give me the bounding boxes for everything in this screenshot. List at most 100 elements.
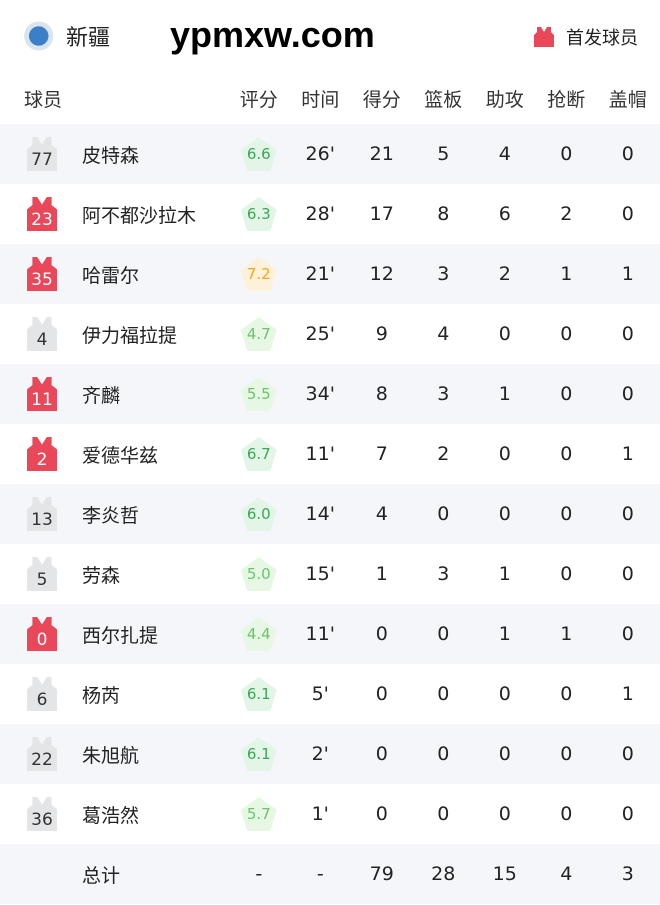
stat-reb: 3 [437,263,450,285]
jersey-number-icon: 77 [27,137,57,171]
stat-time: 15' [305,563,335,585]
stat-pts: 21 [369,143,394,165]
jersey-number-icon: 36 [27,797,57,831]
total-time: - [316,863,324,885]
stat-stl: 0 [560,443,573,465]
rating-badge: 5.0 [240,557,277,591]
total-row: 总计 - - 79 28 15 4 3 [0,844,660,904]
stat-pts: 0 [375,803,388,825]
player-row[interactable]: 4 伊力福拉提 4.7 25' 9 4 0 0 0 [0,304,660,364]
stat-pts: 1 [375,563,388,585]
rating-badge: 4.4 [240,617,277,651]
rating-badge: 4.7 [240,317,277,351]
player-row[interactable]: 5 劳森 5.0 15' 1 3 1 0 0 [0,544,660,604]
player-name[interactable]: 哈雷尔 [82,264,140,287]
player-name[interactable]: 爱德华兹 [82,444,159,467]
stat-pts: 8 [375,383,388,405]
stat-time: 11' [305,623,335,645]
player-name[interactable]: 齐麟 [82,384,121,407]
player-name[interactable]: 杨芮 [82,684,121,707]
player-row[interactable]: 0 西尔扎提 4.4 11' 0 0 1 1 0 [0,604,660,664]
player-name[interactable]: 皮特森 [82,144,140,167]
stat-stl: 0 [560,323,573,345]
stat-stl: 0 [560,683,573,705]
stat-time: 2' [311,743,329,765]
col-blocks: 盖帽 [608,88,647,111]
stat-reb: 4 [437,323,450,345]
stat-pts: 4 [375,503,388,525]
stat-pts: 0 [375,623,388,645]
total-rating: - [255,863,263,885]
player-table: 77 皮特森 6.6 26' 21 5 4 0 0 23 阿不都沙拉木 6.3 28' 17 8 6 2 0 35 哈… [0,124,660,844]
player-row[interactable]: 23 阿不都沙拉木 6.3 28' 17 8 6 2 0 [0,184,660,244]
jersey-number-icon: 22 [27,737,57,771]
stat-reb: 3 [437,563,450,585]
jersey-number-icon: 0 [27,617,57,651]
rating-badge: 7.2 [240,257,277,291]
stat-blk: 0 [621,203,634,225]
stat-stl: 0 [560,563,573,585]
stat-reb: 0 [437,743,450,765]
player-name[interactable]: 阿不都沙拉木 [82,204,197,227]
rating-badge: 5.7 [240,797,277,831]
stat-blk: 1 [621,443,634,465]
stat-blk: 0 [621,323,634,345]
rating-badge: 6.7 [240,437,277,471]
player-name[interactable]: 李炎哲 [82,504,140,527]
stat-time: 25' [305,323,335,345]
stat-ast: 0 [498,683,511,705]
stat-pts: 0 [375,683,388,705]
player-row[interactable]: 2 爱德华兹 6.7 11' 7 2 0 0 1 [0,424,660,484]
stat-pts: 12 [369,263,394,285]
stat-blk: 0 [621,743,634,765]
player-name[interactable]: 劳森 [82,564,121,587]
player-row[interactable]: 6 杨芮 6.1 5' 0 0 0 0 1 [0,664,660,724]
stat-blk: 0 [621,383,634,405]
player-row[interactable]: 36 葛浩然 5.7 1' 0 0 0 0 0 [0,784,660,844]
team-header: 新疆 首发球员 [0,0,660,72]
stat-blk: 0 [621,563,634,585]
stat-reb: 0 [437,623,450,645]
stat-blk: 0 [621,503,634,525]
watermark: ypmxw.com [170,14,375,55]
stat-blk: 0 [621,803,634,825]
player-name[interactable]: 西尔扎提 [82,624,159,647]
stat-ast: 4 [498,143,511,165]
stat-ast: 0 [498,503,511,525]
player-name[interactable]: 葛浩然 [82,804,140,827]
table-header: 球员 评分 时间 得分 篮板 助攻 抢断 盖帽 [0,72,660,124]
stat-ast: 2 [498,263,511,285]
player-row[interactable]: 11 齐麟 5.5 34' 8 3 1 0 0 [0,364,660,424]
col-time: 时间 [301,88,340,111]
player-row[interactable]: 77 皮特森 6.6 26' 21 5 4 0 0 [0,124,660,184]
col-player: 球员 [24,88,63,111]
stat-blk: 0 [621,143,634,165]
jersey-number-icon: 6 [27,677,57,711]
total-blocks: 3 [621,863,634,885]
stat-ast: 0 [498,323,511,345]
jersey-icon [534,27,554,47]
player-name[interactable]: 伊力福拉提 [82,324,178,347]
stat-stl: 0 [560,143,573,165]
player-name[interactable]: 朱旭航 [82,744,140,767]
player-row[interactable]: 13 李炎哲 6.0 14' 4 0 0 0 0 [0,484,660,544]
player-row[interactable]: 22 朱旭航 6.1 2' 0 0 0 0 0 [0,724,660,784]
stat-stl: 0 [560,803,573,825]
legend-label: 首发球员 [566,28,638,49]
xinjiang-team-logo [20,21,54,51]
stat-blk: 1 [621,683,634,705]
stat-time: 28' [305,203,335,225]
stat-ast: 1 [498,563,511,585]
stat-pts: 0 [375,743,388,765]
rating-badge: 6.0 [240,497,277,531]
total-steals: 4 [560,863,573,885]
jersey-number-icon: 23 [27,197,57,231]
stat-time: 11' [305,443,335,465]
stat-reb: 0 [437,803,450,825]
col-assists: 助攻 [485,88,524,111]
stat-ast: 1 [498,383,511,405]
stat-time: 34' [305,383,335,405]
stat-reb: 3 [437,383,450,405]
player-row[interactable]: 35 哈雷尔 7.2 21' 12 3 2 1 1 [0,244,660,304]
jersey-number-icon: 2 [27,437,57,471]
